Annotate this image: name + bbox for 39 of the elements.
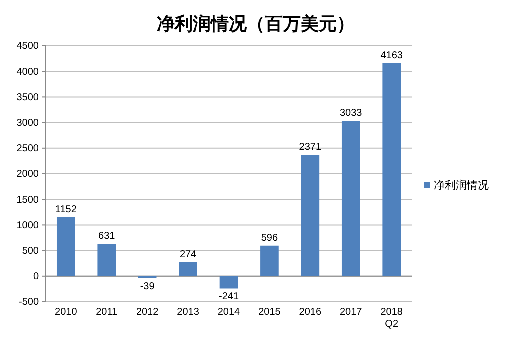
x-tick-label: 2010: [55, 307, 78, 318]
bar: [342, 121, 360, 276]
x-tick-label: 2012: [136, 307, 160, 318]
bar: [220, 276, 238, 289]
y-tick-label: 4000: [16, 66, 40, 78]
bar: [179, 262, 198, 276]
x-tick-label: 2011: [96, 307, 118, 318]
y-tick-label: 4500: [16, 41, 40, 52]
x-tick-label: 2018 Q2: [380, 307, 404, 330]
data-label: 631: [98, 231, 116, 242]
y-tick-label: 1500: [16, 194, 40, 206]
y-tick-label: 500: [22, 246, 40, 257]
x-tick-label: 2016: [299, 307, 322, 318]
x-tick-label: 2013: [177, 307, 200, 318]
bar: [56, 217, 76, 276]
bar: [260, 246, 279, 276]
data-label: -241: [218, 292, 240, 303]
y-tick-label: 3000: [16, 118, 40, 129]
y-tick-label: 3500: [16, 92, 40, 104]
y-tick-label: -500: [18, 297, 40, 308]
x-tick-label: 2017: [340, 307, 363, 318]
bar: [382, 63, 402, 276]
legend-label: 净利润情况: [434, 179, 489, 192]
data-label: 3033: [340, 108, 363, 120]
y-tick-label: 1000: [16, 220, 40, 232]
data-label: 2371: [299, 142, 322, 154]
bar: [98, 244, 116, 276]
x-tick-label: 2015: [258, 307, 282, 318]
data-label: 1152: [55, 204, 78, 216]
data-label: 4163: [380, 50, 404, 62]
bar: [301, 155, 320, 276]
x-tick-label: 2014: [218, 307, 241, 318]
y-tick-label: 2500: [16, 144, 40, 155]
y-tick-label: 0: [33, 272, 40, 283]
data-label: 274: [180, 249, 198, 260]
y-tick-label: 2000: [16, 169, 40, 180]
data-label: -39: [140, 281, 156, 292]
data-label: 596: [261, 232, 278, 244]
chart-title: 净利润情况（百万美元）: [157, 14, 355, 35]
